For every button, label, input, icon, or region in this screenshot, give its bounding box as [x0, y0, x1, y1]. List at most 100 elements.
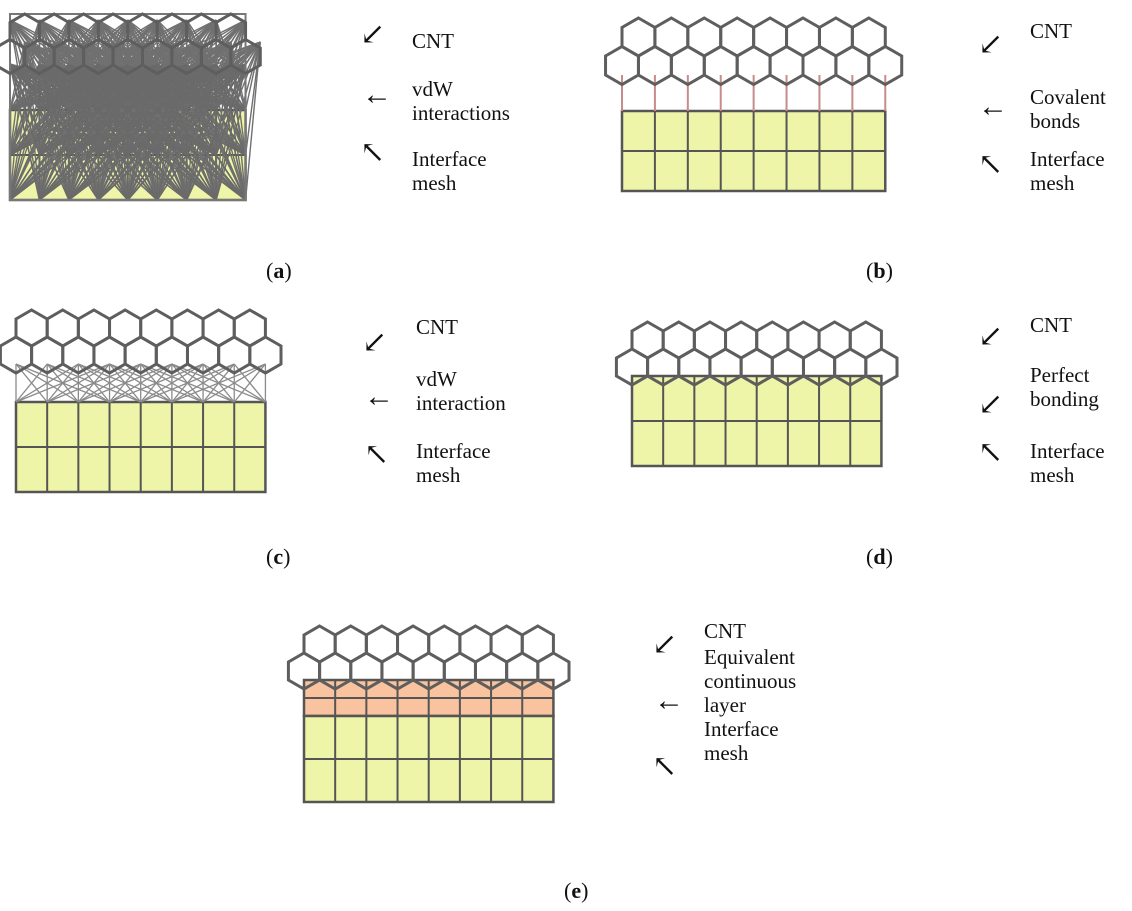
- cnt-arrow-icon: ↙: [978, 28, 1004, 61]
- label-cnt: CNT: [1030, 19, 1072, 43]
- vdw-link: [68, 64, 217, 156]
- vdw-link: [140, 363, 204, 403]
- vdw-link: [244, 41, 261, 201]
- label-vdw: vdW: [412, 77, 453, 101]
- label-mesh: mesh: [704, 741, 749, 765]
- label-mesh: mesh: [1030, 171, 1075, 195]
- vdw-link: [97, 64, 247, 201]
- vdw-link: [202, 363, 266, 403]
- label-interface: Interface: [412, 147, 487, 171]
- panel-d: ↙ ↙ ↖ CNT Perfect bonding Interface mesh…: [560, 300, 1132, 590]
- label-perfect: Perfect: [1030, 363, 1090, 387]
- vdw-link: [46, 363, 141, 403]
- vdw-link: [156, 64, 247, 201]
- label-bonding: bonding: [1030, 387, 1099, 411]
- label-cnt: CNT: [412, 29, 454, 53]
- vdw-link: [97, 64, 246, 156]
- panel-a-diagram: [0, 12, 262, 202]
- label-interactions: interactions: [412, 101, 510, 125]
- vdw-link: [68, 64, 246, 156]
- vdw-link: [9, 64, 99, 111]
- label-cnt: CNT: [1030, 313, 1072, 337]
- panel-d-diagram: [614, 320, 899, 468]
- mesh-arrow-icon: ↖: [652, 750, 678, 783]
- label-continuous: continuous: [704, 669, 797, 693]
- mesh-arrow-icon: ↖: [978, 436, 1004, 469]
- mesh-arrow-icon: ↖: [978, 148, 1004, 181]
- label-mesh: mesh: [412, 171, 457, 195]
- cnt-hexagon: [229, 37, 262, 76]
- label-vdw: vdW: [416, 367, 457, 391]
- label-interface: Interface: [1030, 147, 1105, 171]
- vdw-link: [39, 64, 188, 156]
- vdw-link: [9, 64, 70, 111]
- vdw-link: [98, 64, 246, 111]
- label-mesh: mesh: [1030, 463, 1075, 487]
- vdw-link: [109, 363, 204, 403]
- cnt-hexagon: [536, 651, 571, 691]
- vdw-link: [68, 64, 217, 111]
- label-mesh: mesh: [416, 463, 461, 487]
- caption-e: (e): [564, 878, 589, 903]
- label-cnt: CNT: [416, 315, 458, 339]
- vdw-link: [127, 64, 246, 111]
- vdw-link: [15, 363, 110, 403]
- vdw-link: [9, 64, 99, 156]
- vdw-arrow-icon: ←: [364, 380, 394, 413]
- mesh-arrow-icon: ↖: [364, 438, 390, 471]
- cnt-arrow-icon: ↙: [360, 18, 386, 51]
- caption-d: (d): [866, 544, 893, 569]
- vdw-link: [9, 64, 158, 156]
- bonding-arrow-icon: ↙: [978, 388, 1004, 421]
- caption-b: (b): [866, 258, 893, 283]
- vdw-link: [78, 363, 142, 403]
- vdw-link: [215, 64, 247, 201]
- vdw-link: [215, 64, 247, 156]
- vdw-link: [9, 64, 41, 111]
- panel-a-frame: [9, 13, 247, 201]
- label-covalent: Covalent: [1030, 85, 1106, 109]
- cnt-hexagon: [864, 347, 899, 387]
- covalent-arrow-icon: ←: [978, 90, 1008, 123]
- vdw-link: [109, 363, 173, 403]
- cnt-arrow-icon: ↙: [362, 326, 388, 359]
- panel-a: ↙ ← ↖ CNT vdW interactions Interface mes…: [0, 0, 560, 290]
- vdw-link: [15, 363, 79, 403]
- label-interface: Interface: [1030, 439, 1105, 463]
- panel-b-diagram: [604, 16, 904, 193]
- vdw-link: [186, 64, 247, 201]
- vdw-link: [46, 363, 110, 403]
- label-cnt: CNT: [704, 619, 746, 643]
- vdw-link: [156, 64, 247, 156]
- label-interface: Interface: [704, 717, 779, 741]
- panel-c: ↙ ← ↖ CNT vdW interaction Interface mesh…: [0, 300, 560, 590]
- layer-arrow-icon: ←: [654, 684, 684, 717]
- vdw-link: [9, 64, 158, 111]
- vdw-link: [9, 64, 70, 156]
- label-layer: layer: [704, 693, 746, 717]
- label-bonds: bonds: [1030, 109, 1081, 133]
- label-equivalent: Equivalent: [704, 645, 795, 669]
- mesh-arrow-icon: ↖: [360, 136, 386, 169]
- panel-b: ↙ ← ↖ CNT Covalent bonds Interface mesh …: [560, 0, 1132, 290]
- panel-e-diagram: [286, 624, 571, 804]
- cnt-arrow-icon: ↙: [978, 320, 1004, 353]
- vdw-link: [78, 363, 173, 403]
- cnt-arrow-icon: ↙: [652, 628, 678, 661]
- vdw-arrow-icon: ←: [362, 78, 392, 111]
- vdw-link: [9, 64, 129, 111]
- cnt-hexagon: [248, 335, 283, 375]
- vdw-link: [9, 64, 41, 156]
- vdw-link: [68, 64, 217, 201]
- label-interface: Interface: [416, 439, 491, 463]
- vdw-link: [171, 363, 235, 403]
- vdw-link: [140, 363, 235, 403]
- panel-c-diagram: [0, 308, 283, 494]
- vdw-link: [127, 64, 247, 201]
- label-interaction: interaction: [416, 391, 506, 415]
- vdw-link: [171, 363, 266, 403]
- vdw-link: [39, 64, 187, 111]
- caption-c: (c): [266, 544, 291, 569]
- cnt-hexagon: [867, 44, 904, 87]
- panel-e: ↙ ← ↖ CNT Equivalent continuous layer In…: [286, 610, 860, 910]
